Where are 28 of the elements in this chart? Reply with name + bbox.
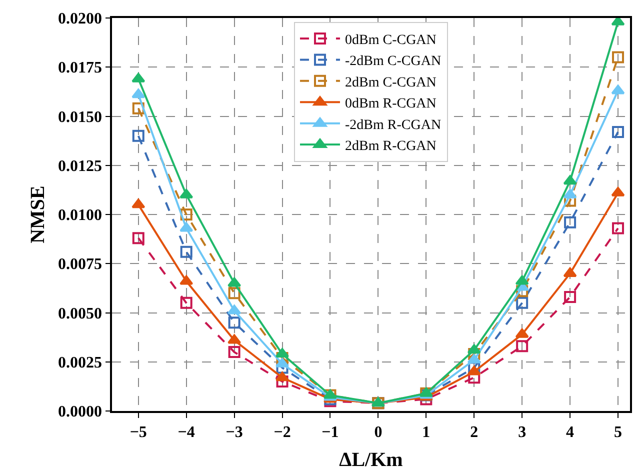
y-tick-label: 0.0000 — [58, 404, 102, 421]
x-tick-label: −3 — [226, 424, 243, 441]
x-axis-title: ΔL/Km — [339, 448, 404, 471]
x-tick-label: 5 — [614, 424, 622, 441]
y-tick-label: 0.0200 — [58, 10, 102, 28]
y-tick-label: 0.0100 — [58, 207, 102, 224]
legend-label: 0dBm R-CGAN — [345, 96, 436, 112]
legend-label: 2dBm C-CGAN — [345, 75, 436, 90]
x-tick-label: −4 — [178, 424, 195, 441]
y-tick-label: 0.0125 — [58, 158, 102, 175]
x-tick-label: 3 — [518, 424, 526, 441]
legend-label: 2dBm R-CGAN — [345, 138, 436, 154]
x-tick-label: −2 — [274, 424, 291, 441]
legend-label: -2dBm C-CGAN — [345, 54, 442, 70]
y-tick-label: 0.0025 — [58, 354, 102, 372]
y-axis-title: NMSE — [27, 186, 50, 244]
x-tick-label: 0 — [374, 424, 382, 441]
x-tick-label: −1 — [322, 424, 339, 441]
x-tick-label: 2 — [470, 424, 478, 441]
y-tick-label: 0.0075 — [58, 256, 102, 274]
x-tick-label: 4 — [566, 424, 574, 441]
x-tick-label: 1 — [422, 424, 430, 441]
y-tick-label: 0.0175 — [58, 60, 102, 77]
x-tick-label: −5 — [130, 424, 147, 441]
legend-label: 0dBm C-CGAN — [345, 32, 436, 48]
y-tick-label: 0.0150 — [58, 108, 102, 126]
y-tick-label: 0.0050 — [58, 305, 102, 322]
legend-label: -2dBm R-CGAN — [345, 118, 442, 133]
